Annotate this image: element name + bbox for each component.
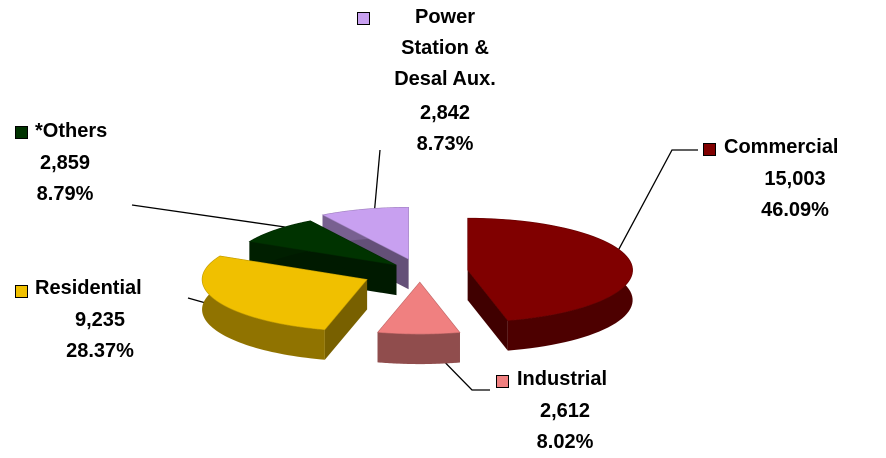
leader-line: [373, 149, 381, 217]
category-label: *Others: [35, 120, 108, 142]
category-label: Industrial: [517, 368, 608, 390]
value-label: 15,003: [764, 168, 826, 190]
legend-swatch: [496, 375, 509, 388]
slice: [321, 206, 409, 260]
slice-side: [377, 332, 460, 365]
percent-label: 8.02%: [536, 431, 594, 453]
category-label: Power Station & Desal Aux.: [394, 6, 496, 90]
legend-swatch: [15, 285, 28, 298]
slice: [377, 281, 461, 335]
slice-side: [202, 255, 325, 360]
leader-line: [131, 204, 293, 229]
legend-swatch: [357, 12, 370, 25]
value-label: 2,842: [419, 102, 471, 124]
leader-line: [611, 149, 698, 263]
percent-label: 8.73%: [416, 133, 474, 155]
slice: [248, 220, 397, 266]
percent-label: 8.79%: [36, 183, 94, 205]
slice-wall: [467, 270, 508, 351]
value-label: 2,612: [539, 400, 591, 422]
legend-swatch: [703, 143, 716, 156]
slice: [467, 217, 633, 351]
value-label: 2,859: [39, 152, 91, 174]
legend-swatch: [15, 126, 28, 139]
category-label: Commercial: [724, 136, 839, 158]
value-label: 9,235: [74, 309, 126, 331]
percent-label: 46.09%: [761, 199, 829, 221]
slice: [467, 217, 633, 321]
category-label: Residential: [35, 277, 142, 299]
slice: [201, 255, 368, 360]
percent-label: 28.37%: [66, 340, 134, 362]
slice: [377, 281, 461, 365]
slice: [201, 255, 368, 331]
